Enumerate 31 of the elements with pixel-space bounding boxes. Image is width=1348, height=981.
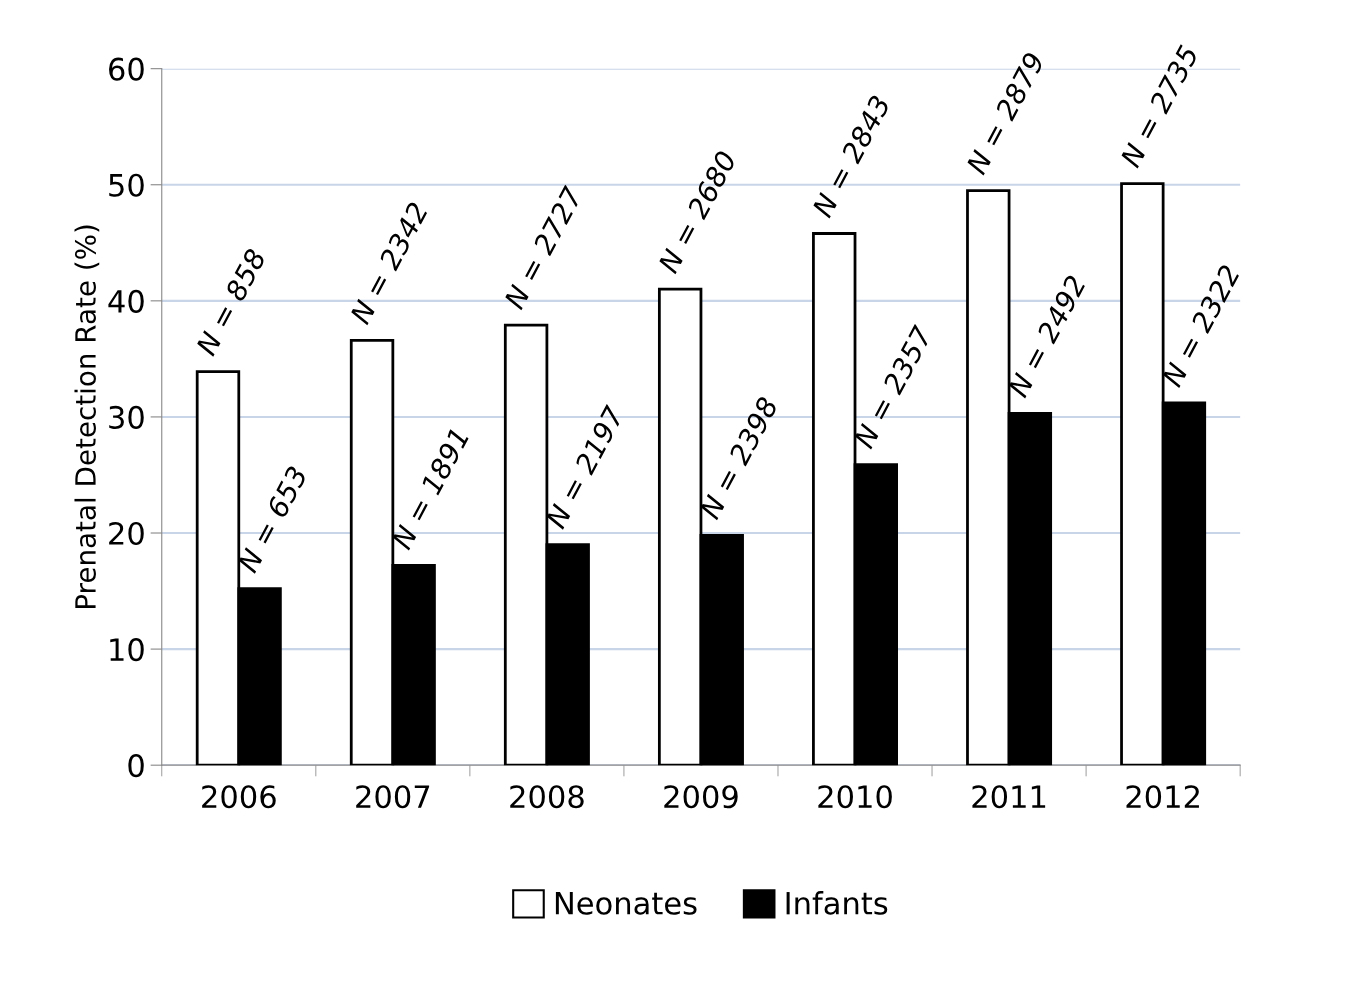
annotation: N = 2342 <box>349 200 429 326</box>
annotation: N = 2843 <box>811 94 891 219</box>
x-tick-label: 2006 <box>202 785 276 809</box>
y-tick-label: 50 <box>109 173 144 197</box>
x-tick-label: 2011 <box>972 785 1046 809</box>
annotation: N = 2879 <box>965 51 1045 176</box>
annotation: N = 2492 <box>1006 274 1087 399</box>
annotation: N = 858 <box>195 247 267 357</box>
y-tick-label: 10 <box>110 638 144 662</box>
y-tick-label: 40 <box>108 289 144 313</box>
y-tick-label: 30 <box>109 405 144 429</box>
x-tick-label: 2012 <box>1126 785 1199 809</box>
annotation: N = 2680 <box>657 149 737 275</box>
x-tick-label: 2009 <box>664 785 738 809</box>
annotation: N = 2322 <box>1160 263 1241 389</box>
y-axis-title: Prenatal Detection Rate (%) <box>74 225 100 608</box>
legend-label: Neonates <box>555 892 697 915</box>
annotation: N = 2197 <box>544 403 625 530</box>
annotation: N = 653 <box>236 465 308 574</box>
x-tick-label: 2010 <box>818 785 892 809</box>
annotation: N = 2357 <box>852 323 934 450</box>
annotation: N = 2735 <box>1119 44 1200 169</box>
x-tick-label: 2007 <box>356 785 430 809</box>
annotation: N = 1891 <box>390 428 470 551</box>
annotation: N = 2398 <box>698 395 779 521</box>
y-tick-label: 20 <box>109 521 144 546</box>
annotation: N = 2727 <box>503 184 584 311</box>
legend-label: Infants <box>786 891 888 915</box>
y-tick-label: 0 <box>128 754 144 778</box>
y-tick-label: 60 <box>109 57 144 81</box>
x-tick-label: 2008 <box>510 785 584 809</box>
